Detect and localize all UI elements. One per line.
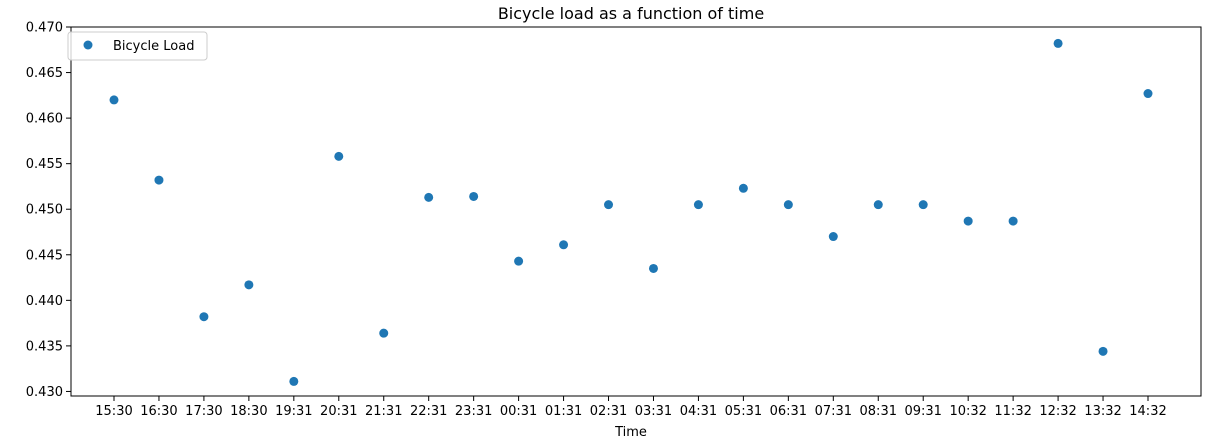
data-point xyxy=(828,232,838,242)
x-tick-label: 05:31 xyxy=(725,404,762,419)
data-point xyxy=(1008,216,1018,226)
y-tick-label: 0.450 xyxy=(26,203,63,218)
x-tick-label: 13:32 xyxy=(1084,404,1121,419)
x-tick-label: 14:32 xyxy=(1129,404,1166,419)
x-axis: 15:30 16:30 17:30 18:30 19:31 20:31 21:31 22:31… xyxy=(95,396,1167,419)
x-axis-label: Time xyxy=(614,425,647,440)
x-tick-label: 06:31 xyxy=(770,404,807,419)
data-point xyxy=(604,200,614,210)
data-point xyxy=(963,216,973,226)
data-point xyxy=(1053,38,1063,48)
data-point xyxy=(918,200,928,210)
data-point xyxy=(199,312,209,322)
data-point xyxy=(1098,346,1108,356)
data-point xyxy=(469,191,479,201)
x-tick-label: 23:31 xyxy=(455,404,492,419)
x-tick-label: 00:31 xyxy=(500,404,537,419)
legend-label: Bicycle Load xyxy=(113,39,194,54)
chart-title: Bicycle load as a function of time xyxy=(498,4,764,23)
y-tick-label: 0.445 xyxy=(26,248,63,263)
x-tick-label: 07:31 xyxy=(815,404,852,419)
data-point xyxy=(334,151,344,161)
data-point xyxy=(559,240,569,250)
y-tick-label: 0.455 xyxy=(26,157,63,172)
x-tick-label: 03:31 xyxy=(635,404,672,419)
x-tick-label: 17:30 xyxy=(185,404,222,419)
y-tick-label: 0.440 xyxy=(26,294,63,309)
data-point xyxy=(1143,89,1153,99)
data-point xyxy=(783,200,793,210)
y-tick-label: 0.435 xyxy=(26,339,63,354)
data-point xyxy=(154,175,164,185)
data-point xyxy=(738,183,748,193)
x-tick-label: 11:32 xyxy=(994,404,1031,419)
x-tick-label: 16:30 xyxy=(140,404,177,419)
legend-box xyxy=(67,31,208,61)
data-points xyxy=(109,38,1153,386)
data-point xyxy=(379,328,389,338)
data-point xyxy=(424,192,434,202)
x-tick-label: 01:31 xyxy=(545,404,582,419)
x-tick-label: 12:32 xyxy=(1039,404,1076,419)
x-tick-label: 20:31 xyxy=(320,404,357,419)
x-tick-label: 15:30 xyxy=(95,404,132,419)
data-point xyxy=(648,263,658,273)
x-tick-label: 10:32 xyxy=(949,404,986,419)
legend: Bicycle Load xyxy=(67,31,208,61)
x-tick-label: 18:30 xyxy=(230,404,267,419)
x-tick-label: 09:31 xyxy=(904,404,941,419)
y-tick-label: 0.470 xyxy=(26,21,63,36)
x-tick-label: 04:31 xyxy=(680,404,717,419)
x-tick-label: 22:31 xyxy=(410,404,447,419)
x-tick-label: 19:31 xyxy=(275,404,312,419)
x-tick-label: 21:31 xyxy=(365,404,402,419)
y-tick-label: 0.460 xyxy=(26,112,63,127)
plot-frame xyxy=(70,26,1202,397)
legend-marker xyxy=(83,40,93,50)
data-point xyxy=(109,95,119,105)
data-point xyxy=(244,280,254,290)
x-tick-label: 08:31 xyxy=(860,404,897,419)
y-tick-label: 0.430 xyxy=(26,385,63,400)
data-point xyxy=(873,200,883,210)
data-point xyxy=(693,200,703,210)
x-tick-label: 02:31 xyxy=(590,404,627,419)
y-tick-label: 0.465 xyxy=(26,66,63,81)
y-axis: 0.430 0.435 0.440 0.445 0.450 0.455 0.460 0.465… xyxy=(26,21,71,400)
data-point xyxy=(289,376,299,386)
data-point xyxy=(514,256,524,266)
